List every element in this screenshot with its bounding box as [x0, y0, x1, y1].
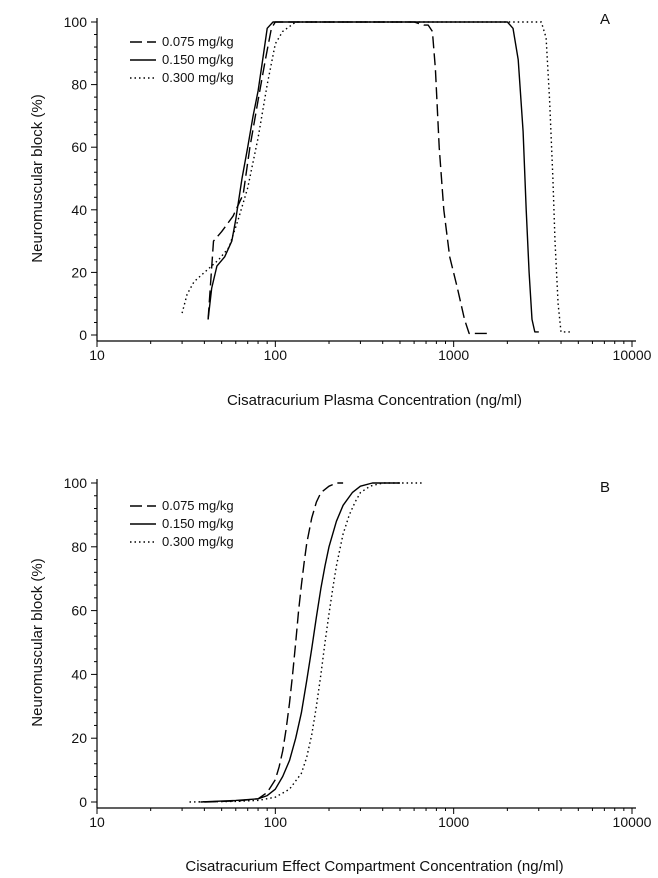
y-tick-label: 100: [64, 14, 88, 30]
y-tick-label: 100: [64, 475, 88, 491]
y-tick-label: 60: [71, 139, 87, 155]
series-line-3: [181, 21, 571, 333]
series-line-2: [200, 482, 400, 803]
legend-label: 0.075 mg/kg: [162, 498, 234, 513]
x-axis-title: Cisatracurium Effect Compartment Concent…: [185, 858, 563, 875]
y-axis-title: Neuromuscular block (%): [29, 558, 46, 726]
x-tick-label: 100: [264, 347, 288, 363]
y-tick-label: 0: [79, 794, 87, 810]
y-tick-label: 0: [79, 327, 87, 343]
series-line-2: [207, 21, 539, 333]
x-tick-label: 10: [89, 814, 105, 830]
series-line-1: [204, 482, 344, 803]
x-tick-label: 1000: [438, 347, 469, 363]
y-tick-label: 60: [71, 603, 87, 619]
y-tick-label: 40: [71, 666, 87, 682]
x-tick-label: 10000: [613, 347, 652, 363]
y-tick-label: 20: [71, 264, 87, 280]
legend-label: 0.300 mg/kg: [162, 534, 234, 549]
x-axis-title: Cisatracurium Plasma Concentration (ng/m…: [227, 392, 522, 409]
y-axis-title: Neuromuscular block (%): [29, 94, 46, 262]
panel-label: B: [600, 479, 610, 496]
y-tick-label: 20: [71, 730, 87, 746]
chart-panel-b: 0 20 40 60 80 100 10 100 1000 10000 Cisatracurium …: [29, 475, 652, 875]
chart-panel-a: 0 20 40 60 80 100 10 100 1000 10000 Cisatracurium …: [29, 11, 652, 409]
panel-label: A: [600, 11, 610, 28]
legend-label: 0.075 mg/kg: [162, 34, 234, 49]
x-tick-label: 10000: [613, 814, 652, 830]
y-tick-label: 80: [71, 77, 87, 93]
legend-label: 0.300 mg/kg: [162, 70, 234, 85]
x-tick-label: 10: [89, 347, 105, 363]
x-tick-label: 100: [264, 814, 288, 830]
series-line-1: [207, 21, 488, 335]
legend-label: 0.150 mg/kg: [162, 52, 234, 67]
x-tick-label: 1000: [438, 814, 469, 830]
legend-label: 0.150 mg/kg: [162, 516, 234, 531]
y-tick-label: 80: [71, 539, 87, 555]
y-tick-label: 40: [71, 202, 87, 218]
